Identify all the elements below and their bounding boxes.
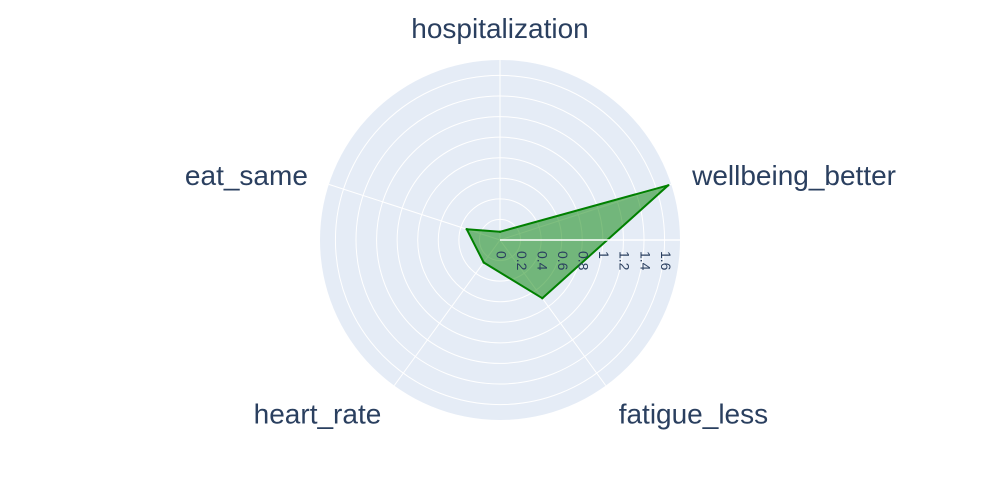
angular-label-heart_rate: heart_rate bbox=[254, 398, 382, 429]
data-point-hospitalization bbox=[498, 230, 502, 233]
series-layer bbox=[465, 184, 670, 300]
radial-axis: 0 0.2 0.4 0.6 0.8 1 1.2 1.4 1.6 bbox=[493, 239, 680, 271]
radial-tick-label: 1.4 bbox=[637, 251, 653, 271]
radial-tick-label: 1 bbox=[596, 251, 612, 259]
radial-tick-label: 1.6 bbox=[658, 251, 674, 271]
radial-tick-label: 0.8 bbox=[576, 251, 592, 271]
radial-tick-label: 0.4 bbox=[534, 251, 550, 271]
series-area bbox=[465, 184, 670, 300]
angular-label-hospitalization: hospitalization bbox=[411, 13, 588, 44]
angular-axis-labels: hospitalization wellbeing_better fatigue_l… bbox=[185, 13, 896, 429]
angular-label-wellbeing_better: wellbeing_better bbox=[691, 160, 896, 191]
angular-label-fatigue_less: fatigue_less bbox=[619, 398, 768, 429]
radial-tick-label: 0 bbox=[493, 251, 509, 259]
radial-tick-label: 1.2 bbox=[617, 251, 633, 271]
radial-tick-label: 0.2 bbox=[514, 251, 530, 271]
data-point-fatigue_less bbox=[541, 297, 544, 300]
data-point-wellbeing_better bbox=[667, 184, 670, 187]
data-point-heart_rate bbox=[482, 261, 485, 264]
angular-gridline bbox=[393, 239, 501, 386]
angular-label-eat_same: eat_same bbox=[185, 160, 308, 191]
data-point-eat_same bbox=[465, 228, 468, 231]
radial-tick-label: 0.6 bbox=[555, 251, 571, 271]
